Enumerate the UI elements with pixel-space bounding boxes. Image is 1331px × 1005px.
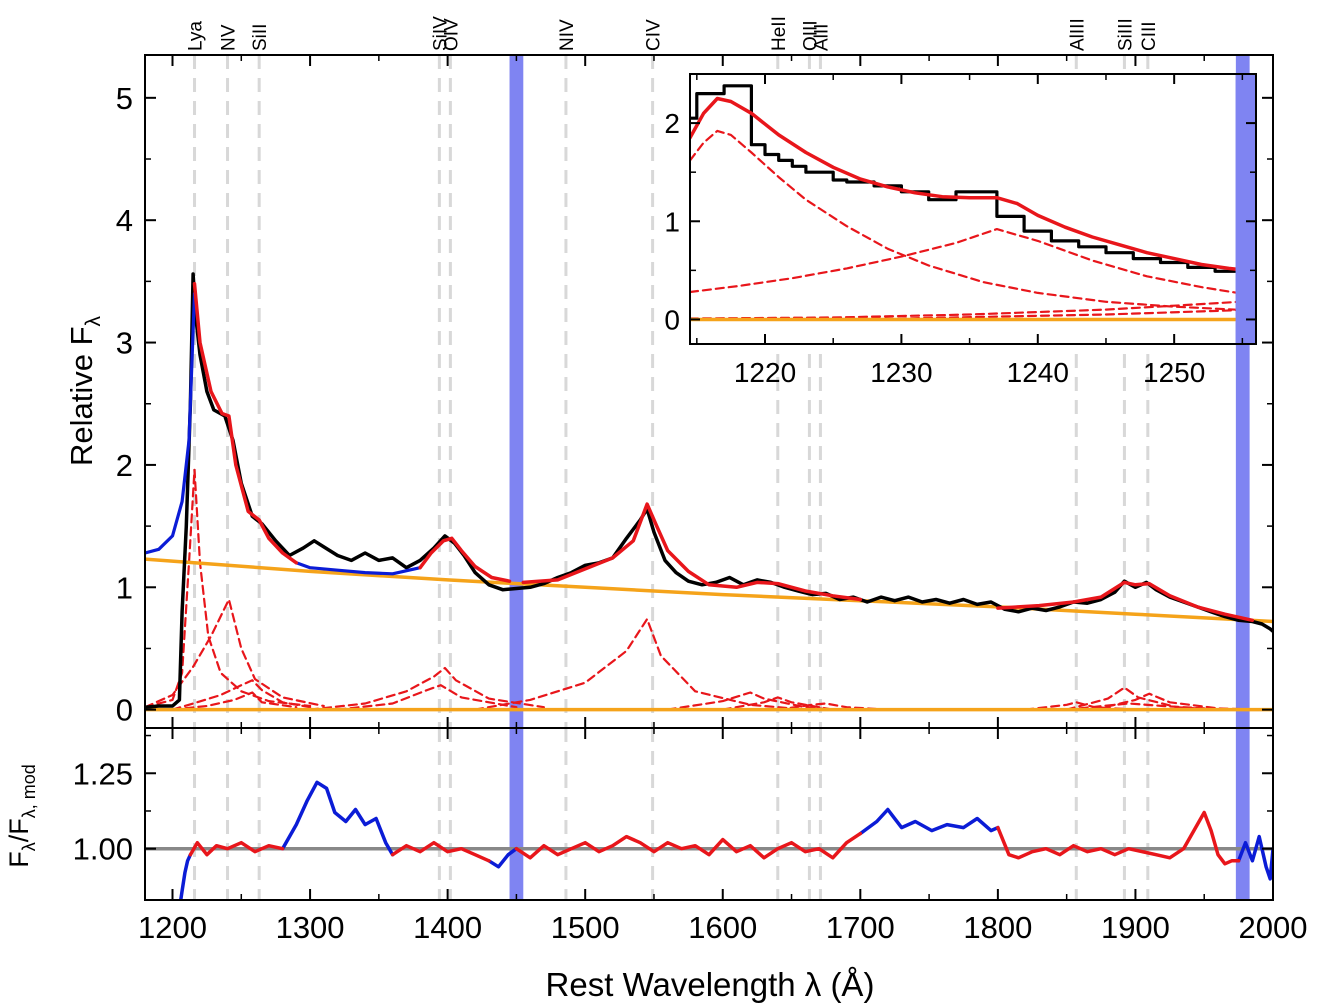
- ratio-y-axis-label: Fλ/Fλ, mod: [4, 764, 39, 868]
- line-label-oiv: OIV: [441, 18, 462, 51]
- line-label-heii: HeII: [769, 16, 790, 51]
- inset-y-tick-label: 1: [664, 206, 680, 237]
- y-tick-label: 4: [116, 203, 133, 238]
- ratio-plot-area: [145, 780, 1273, 900]
- component-profile-2: [145, 598, 325, 709]
- line-label-civ: CIV: [644, 19, 665, 51]
- line-label-alii: AlII: [811, 24, 832, 51]
- ratio-blue-segment-4: [858, 807, 1000, 836]
- inset-x-tick-label: 1240: [1007, 357, 1069, 388]
- model-fit-segment-2: [418, 536, 512, 583]
- window-band-1: [509, 55, 524, 728]
- model-blue-segment-2: [294, 561, 422, 576]
- x-tick-label: 1900: [1101, 910, 1170, 945]
- inset-frame: [689, 73, 1257, 345]
- main-y-axis-label: Relative Fλ: [64, 315, 105, 466]
- model-fit-segment-1: [192, 282, 299, 565]
- model-fit-segment-3: [521, 502, 863, 602]
- ratio-red-segment-3: [514, 831, 863, 860]
- x-tick-label: 1600: [688, 910, 757, 945]
- ratio-blue-segment-2: [280, 780, 395, 857]
- component-profile-8: [666, 691, 834, 711]
- component-profile-14: [1065, 702, 1206, 711]
- component-profile-6: [336, 684, 518, 711]
- x-axis-label: Rest Wavelength λ (Å): [546, 966, 875, 1003]
- line-label-aliii: AlIII: [1067, 18, 1088, 51]
- line-label-niv: NIV: [557, 19, 578, 51]
- line-label-siiv: SiIV: [430, 16, 451, 51]
- inset-x-tick-label: 1230: [870, 357, 932, 388]
- inset-component-2: [690, 228, 1256, 297]
- ratio-window-band-1: [509, 728, 524, 900]
- line-label-siiii: SiIII: [1115, 18, 1136, 51]
- y-tick-label: 0: [116, 693, 133, 728]
- x-tick-labels: 1200 1300 1400 1500 1600 1700 1800 1900 2000: [138, 910, 1307, 945]
- ratio-blue-segment-5: [1236, 834, 1273, 881]
- y-tick-label: 1: [116, 570, 133, 605]
- inset-y-tick-label: 2: [664, 108, 680, 139]
- inset-axis-ticks: 0 1 2 1220 1230 1240 1250: [664, 74, 1256, 388]
- component-profile-4: [171, 691, 298, 711]
- x-tick-label: 1400: [413, 910, 482, 945]
- line-label-nv: NV: [219, 24, 240, 51]
- inset-plot-area: [690, 74, 1256, 344]
- x-tick-label: 1200: [138, 910, 207, 945]
- inset-x-tick-label: 1250: [1143, 357, 1205, 388]
- line-label-siii: SiII: [250, 24, 271, 51]
- x-tick-label: 1500: [551, 910, 620, 945]
- component-profile-5: [309, 666, 545, 711]
- x-tick-label: 1700: [826, 910, 895, 945]
- x-tick-label: 2000: [1239, 910, 1308, 945]
- ratio-y-tick-label: 1.00: [73, 832, 133, 867]
- ratio-axis-ticks: 1.00 1.25: [73, 728, 1274, 900]
- ratio-red-segment-1: [188, 840, 285, 857]
- line-label-lya: Lya: [186, 21, 207, 51]
- inset-x-tick-label: 1220: [734, 357, 796, 388]
- inset-component-3: [690, 299, 1256, 320]
- line-label-oiii: OIII: [800, 20, 821, 51]
- inset-zoom-panel: 0 1 2 1220 1230 1240 1250: [664, 73, 1257, 388]
- inset-component-1: [690, 129, 1256, 312]
- continuum-fit: [145, 557, 1273, 624]
- ratio-y-tick-label: 1.25: [73, 756, 133, 791]
- inset-background: [690, 74, 1256, 344]
- ratio-line-markers: [193, 728, 1150, 900]
- inset-window-band: [1235, 74, 1256, 344]
- y-tick-label: 3: [116, 326, 133, 361]
- ratio-window-bands: [509, 728, 1250, 900]
- y-tick-label: 2: [116, 448, 133, 483]
- inset-y-tick-label: 0: [664, 304, 680, 335]
- ratio-red-segment-2: [390, 840, 491, 863]
- y-tick-label: 5: [116, 81, 133, 116]
- ratio-plot-frame: [144, 727, 1274, 901]
- inset-model-fit: [690, 96, 1256, 274]
- main-plot-area: [145, 272, 1273, 712]
- ratio-window-band-2: [1235, 728, 1250, 900]
- ratio-panel: 1.00 1.25 Fλ/Fλ, mod 1200 1300 1400 1500 1600…: [4, 727, 1307, 1003]
- model-fit-segment-4: [996, 580, 1255, 623]
- model-blue-segment-1: [145, 292, 197, 555]
- component-profile-3: [171, 679, 312, 711]
- ratio-blue-segment-3: [487, 846, 519, 869]
- emission-line-markers: [193, 55, 1150, 728]
- x-tick-label: 1800: [963, 910, 1032, 945]
- ratio-red-segment-4: [996, 810, 1241, 866]
- ratio-blue-segment-1: [178, 852, 193, 900]
- x-tick-label: 1300: [276, 910, 345, 945]
- line-label-ciii: CIII: [1139, 21, 1160, 51]
- component-profile-7: [474, 618, 807, 711]
